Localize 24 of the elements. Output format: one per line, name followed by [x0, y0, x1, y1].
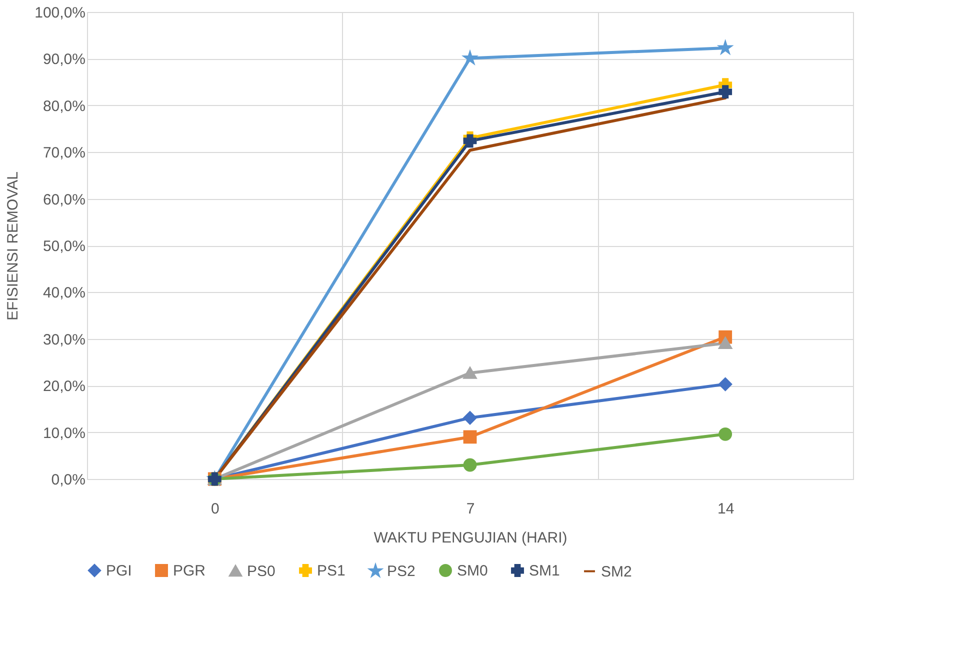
- legend-label: PS2: [387, 563, 416, 580]
- y-tick-label: 90,0%: [42, 51, 86, 68]
- y-tick-label: 100,0%: [34, 4, 86, 22]
- y-tick-label: 10,0%: [42, 424, 86, 442]
- y-tick-label: 40,0%: [42, 284, 86, 302]
- x-tick-label: 7: [466, 500, 475, 518]
- legend-label: PS0: [247, 562, 276, 580]
- y-axis-title: EFISIENSI REMOVAL: [4, 172, 22, 320]
- y-tick-label: 30,0%: [42, 331, 86, 348]
- y-tick-label: 20,0%: [42, 378, 86, 396]
- legend-label: SM1: [529, 562, 560, 580]
- y-tick-label: 70,0%: [42, 144, 86, 162]
- y-tick-label: 0,0%: [51, 472, 86, 488]
- legend-label: SM0: [457, 562, 488, 580]
- legend-label: SM2: [601, 563, 632, 580]
- y-tick-label: 60,0%: [42, 191, 86, 208]
- x-axis-title: WAKTU PENGUJIAN (HARI): [374, 530, 568, 546]
- x-tick-label: 14: [717, 500, 734, 518]
- legend-label: PGR: [173, 562, 206, 580]
- legend-label: PS1: [317, 562, 346, 580]
- x-tick-label: 0: [210, 500, 220, 518]
- legend-label: PGI: [106, 562, 132, 580]
- y-tick-label: 50,0%: [42, 238, 86, 255]
- y-tick-label: 80,0%: [42, 98, 86, 115]
